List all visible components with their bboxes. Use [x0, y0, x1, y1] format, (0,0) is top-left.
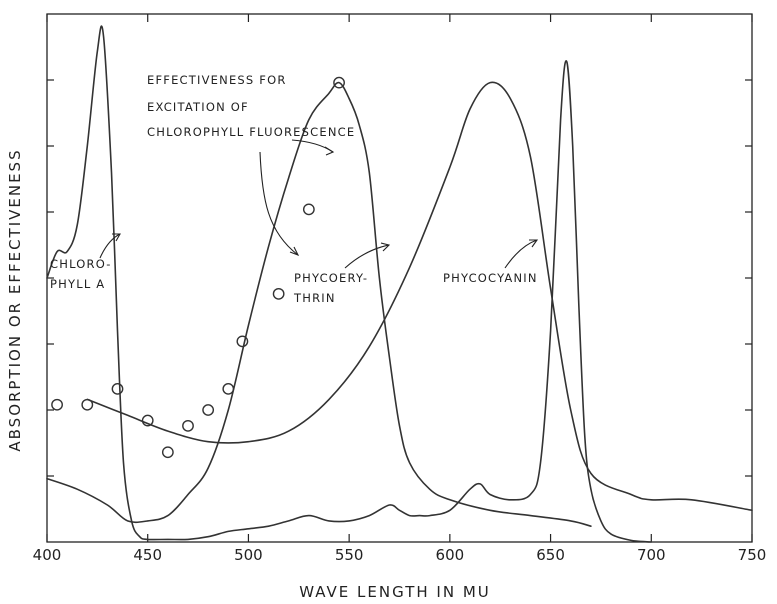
series-line-phycocyanin	[86, 81, 753, 512]
x-tick-label-600: 600	[436, 546, 465, 564]
plot-frame	[46, 13, 753, 543]
effectiveness-points	[51, 76, 345, 459]
y-axis-title: ABSORPTION OR EFFECTIVENESS	[6, 148, 24, 451]
effectiveness-point-490	[222, 382, 235, 395]
effectiveness-point-435	[111, 382, 124, 395]
annotation-effectiveness-line-3: CHLOROPHYLL FLUORESCENCE	[147, 125, 355, 139]
x-tick-label-500: 500	[234, 546, 263, 564]
arrow-phycoerythrin-head	[380, 242, 391, 252]
plot-border	[46, 13, 753, 543]
annotation-effectiveness-line-2: EXCITATION OF	[147, 100, 249, 114]
effectiveness-point-450	[141, 414, 154, 427]
arrow-chlorophyll	[99, 233, 121, 259]
effectiveness-point-545	[333, 76, 345, 89]
annotation-phycoerythrin-line-2: THRIN	[293, 291, 336, 305]
effectiveness-point-420	[81, 398, 94, 411]
x-tick-label-400: 400	[33, 546, 62, 564]
axis-ticks	[46, 14, 753, 542]
effectiveness-point-470	[182, 419, 194, 432]
annotation-effectiveness: EFFECTIVENESS FOR EXCITATION OF CHLOROPH…	[147, 73, 355, 139]
arrow-phycocyanin	[504, 239, 538, 269]
x-tick-label-450: 450	[133, 546, 162, 564]
annotation-effectiveness-line-1: EFFECTIVENESS FOR	[147, 73, 287, 87]
annotation-phycocyanin-line-1: PHYCOCYANIN	[443, 271, 538, 285]
effectiveness-point-530	[302, 203, 315, 216]
annotation-phycocyanin: PHYCOCYANIN	[443, 271, 538, 285]
effectiveness-point-460	[161, 446, 174, 459]
annotation-chlorophyll: CHLORO- PHYLL A	[50, 257, 112, 291]
x-tick-label-700: 700	[637, 546, 666, 564]
x-tick-label-750: 750	[738, 546, 767, 564]
annotation-arrows	[99, 139, 539, 269]
x-axis-title: WAVE LENGTH IN MU	[299, 583, 491, 601]
effectiveness-point-497	[236, 335, 249, 348]
annotation-chlorophyll-line-1: CHLORO-	[50, 257, 112, 271]
arrow-phycocyanin-head	[529, 239, 539, 248]
arrow-phycoerythrin	[344, 244, 390, 269]
x-tick-labels: 400 450 500 550 600 650 700 750	[33, 546, 767, 564]
effectiveness-point-480	[202, 404, 215, 416]
effectiveness-point-515	[272, 287, 285, 300]
x-tick-label-650: 650	[536, 546, 565, 564]
arrow-effectiveness-lower	[259, 151, 299, 256]
annotation-phycoerythrin-line-1: PHYCOERY-	[294, 271, 368, 285]
annotation-phycoerythrin: PHYCOERY- THRIN	[293, 271, 368, 305]
effectiveness-point-405	[51, 398, 63, 411]
series-line-chloro-phyll-a	[46, 25, 653, 543]
x-tick-label-550: 550	[335, 546, 364, 564]
annotation-chlorophyll-line-2: PHYLL A	[50, 277, 105, 291]
arrow-effectiveness-lower-head	[289, 246, 300, 257]
arrow-chlorophyll-head	[112, 233, 121, 242]
arrow-effectiveness-top-head	[324, 146, 335, 156]
